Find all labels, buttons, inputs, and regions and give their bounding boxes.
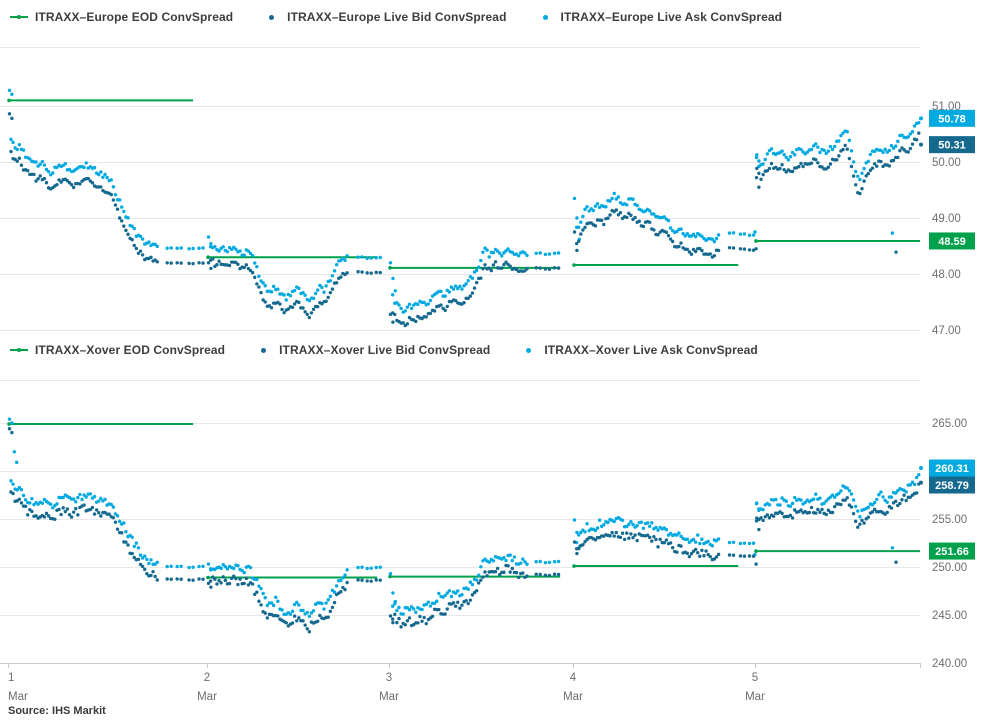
eod-badge-value: 48.59	[938, 236, 966, 248]
last-value-badges: 50.78 50.31 48.59	[919, 109, 975, 250]
y-axis-label: 245.00	[932, 610, 967, 622]
y-axis-label: 255.00	[932, 514, 967, 526]
legend-item-xover-eod[interactable]: ITRAXX–Xover EOD ConvSpread	[10, 343, 225, 357]
x-axis-day-label: 1	[8, 672, 14, 684]
legend-item-xover-bid[interactable]: ITRAXX–Xover Live Bid ConvSpread	[255, 343, 490, 357]
x-axis-month-label: Mar	[8, 691, 28, 703]
legend-label: ITRAXX–Europe Live Bid ConvSpread	[287, 10, 507, 24]
source-attribution: Source: IHS Markit	[8, 705, 106, 717]
last-bid-marker-icon	[919, 480, 923, 485]
last-ask-marker-icon	[919, 116, 923, 121]
last-ask-marker-icon	[919, 466, 923, 471]
y-axis-label: 47.00	[932, 325, 961, 337]
xover-chart-legend: ITRAXX–Xover EOD ConvSpread ITRAXX–Xover…	[0, 333, 920, 381]
eod-badge	[929, 232, 975, 250]
eod-badge	[929, 542, 975, 560]
bid-dot-marker-icon	[261, 347, 267, 353]
y-axis-label: 48.00	[932, 269, 961, 281]
eod-badge-value: 251.66	[935, 546, 969, 558]
x-axis-day-label: 4	[570, 672, 577, 684]
eod-line-series	[7, 98, 920, 270]
legend-label: ITRAXX–Xover Live Bid ConvSpread	[279, 343, 491, 357]
europe-chart-legend: ITRAXX–Europe EOD ConvSpread ITRAXX–Euro…	[0, 0, 920, 48]
legend-item-europe-bid[interactable]: ITRAXX–Europe Live Bid ConvSpread	[263, 10, 506, 24]
bid-scatter-series	[7, 112, 921, 328]
ask-scatter-series	[7, 88, 921, 314]
x-axis-month-label: Mar	[379, 691, 399, 703]
legend-item-xover-ask[interactable]: ITRAXX–Xover Live Ask ConvSpread	[520, 343, 758, 357]
last-ask-badge	[929, 459, 975, 477]
legend-item-europe-eod[interactable]: ITRAXX–Europe EOD ConvSpread	[10, 10, 233, 24]
last-bid-badge	[929, 476, 975, 494]
y-axis-label: 265.00	[932, 418, 967, 430]
y-axis-label: 50.00	[932, 157, 961, 169]
last-ask-badge	[929, 109, 975, 127]
legend-label: ITRAXX–Europe EOD ConvSpread	[35, 10, 234, 24]
legend-label: ITRAXX–Xover EOD ConvSpread	[35, 343, 226, 357]
eod-line-series	[7, 422, 920, 580]
eod-line-marker-icon	[10, 348, 28, 352]
gridlines	[0, 106, 920, 331]
last-bid-badge-value: 258.79	[935, 480, 969, 492]
ask-scatter-series	[7, 417, 921, 619]
y-axis-label: 250.00	[932, 562, 967, 574]
legend-label: ITRAXX–Xover Live Ask ConvSpread	[544, 343, 758, 357]
x-axis-day-label: 2	[204, 672, 210, 684]
ask-dot-marker-icon	[542, 14, 548, 20]
y-axis-label: 49.00	[932, 213, 961, 225]
last-ask-badge-value: 50.78	[938, 113, 966, 125]
y-axis-label: 240.00	[932, 658, 967, 670]
ask-dot-marker-icon	[526, 347, 532, 353]
last-bid-badge	[929, 136, 975, 154]
x-axis-month-label: Mar	[745, 691, 765, 703]
x-axis-day-label: 3	[386, 672, 392, 684]
last-value-badges: 260.31 258.79 251.66	[919, 459, 975, 560]
bid-scatter-series	[7, 427, 921, 634]
legend-label: ITRAXX–Europe Live Ask ConvSpread	[560, 10, 783, 24]
x-axis-month-label: Mar	[197, 691, 217, 703]
legend-item-europe-ask[interactable]: ITRAXX–Europe Live Ask ConvSpread	[537, 10, 783, 24]
x-axis-month-label: Mar	[563, 691, 583, 703]
last-ask-badge-value: 260.31	[935, 463, 969, 475]
bid-dot-marker-icon	[269, 14, 275, 20]
eod-line-marker-icon	[10, 15, 28, 19]
last-bid-marker-icon	[919, 142, 923, 147]
last-bid-badge-value: 50.31	[938, 140, 966, 152]
xover-chart-plot: 265.00260.00255.00250.00245.00240.001Mar…	[0, 417, 975, 703]
x-axis-day-label: 5	[752, 672, 758, 684]
x-axis: 1 Mar 2 Mar 3 Mar 4 Mar 5 Mar	[0, 663, 921, 703]
